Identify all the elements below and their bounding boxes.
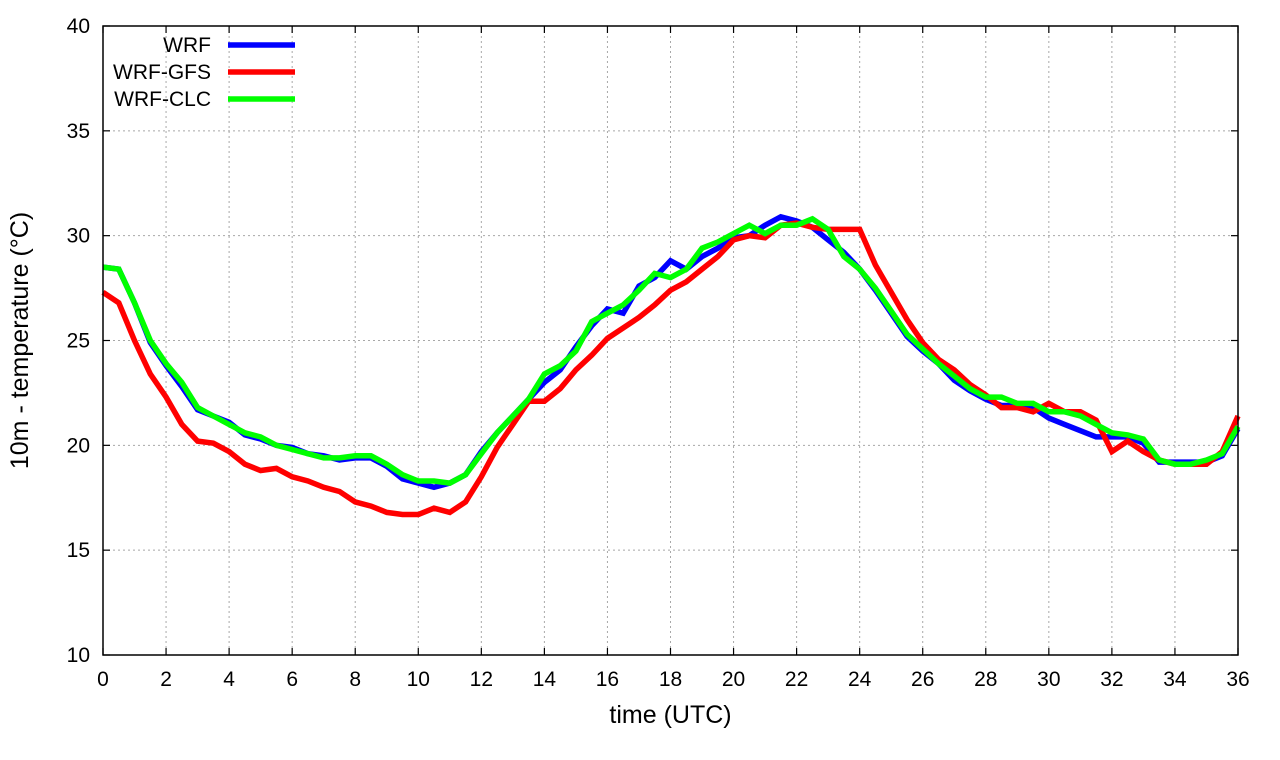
y-axis-label: 10m - temperature (°C) [6,212,34,469]
x-tick-label: 2 [160,668,172,691]
y-tick-label: 30 [67,225,90,248]
legend: WRF WRF-GFS WRF-CLC [113,34,295,111]
y-tick-label: 25 [67,330,90,353]
grid-lines [103,26,1238,655]
y-tick-labels: 10 15 20 25 30 35 40 [67,15,90,667]
x-tick-label: 10 [407,668,430,691]
x-tick-label: 24 [848,668,872,691]
x-tick-label: 18 [659,668,682,691]
x-tick-label: 20 [722,668,745,691]
series-lines [101,213,1241,518]
x-tick-label: 12 [470,668,493,691]
y-tick-label: 20 [67,434,90,457]
series-line-wrf-clc [102,215,1241,486]
x-tick-label: 6 [286,668,298,691]
plot-frame [102,25,1239,656]
x-tick-label: 16 [596,668,619,691]
legend-label-wrf-clc: WRF-CLC [114,88,211,111]
x-tick-label: 14 [533,668,557,691]
y-tick-label: 15 [67,539,90,562]
y-tick-label: 40 [67,15,90,38]
x-tick-label: 30 [1037,668,1060,691]
x-tick-label: 28 [974,668,997,691]
x-tick-label: 0 [97,668,109,691]
legend-label-wrf-gfs: WRF-GFS [113,61,211,84]
x-tick-label: 8 [349,668,361,691]
x-axis-label: time (UTC) [609,701,731,729]
y-tick-label: 35 [67,120,90,143]
x-tick-label: 36 [1226,668,1249,691]
legend-label-wrf: WRF [163,34,211,57]
x-tick-label: 26 [911,668,934,691]
x-tick-label: 32 [1100,668,1123,691]
x-tick-label: 34 [1163,668,1187,691]
x-tick-label: 4 [223,668,235,691]
series-line-wrf-gfs [101,220,1241,518]
x-tick-label: 22 [785,668,808,691]
x-tick-labels: 0 2 4 6 8 10 12 14 16 18 20 22 24 26 28 30 32 34 36 [97,668,1250,691]
y-tick-label: 10 [67,644,90,667]
